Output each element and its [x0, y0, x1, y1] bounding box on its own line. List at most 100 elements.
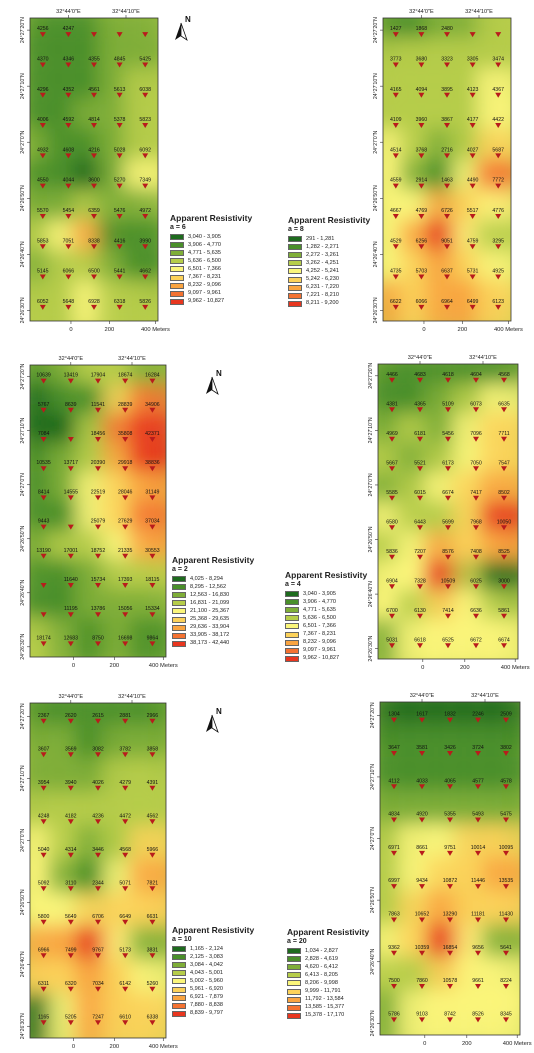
station-value: 5493	[472, 812, 484, 818]
station-value: 6726	[441, 208, 453, 214]
legend-a20: Apparent Resistivity a = 20 1,034 - 2,827 2…	[287, 927, 369, 1020]
station-value: 8502	[498, 490, 510, 496]
station-value: 37034	[145, 519, 160, 525]
station-marker-icon	[389, 613, 395, 619]
station-value: 4177	[467, 117, 479, 123]
legend-range-label: 5,636 - 6,500	[303, 614, 336, 621]
station-value: 9751	[444, 845, 456, 851]
station-marker-icon	[40, 819, 47, 825]
station-value: 5441	[114, 269, 126, 275]
legend-a6: Apparent Resistivity a = 6 3,040 - 3,905 3,…	[170, 213, 252, 306]
station-marker-icon	[40, 612, 47, 618]
legend-range-label: 1,034 - 2,827	[305, 947, 338, 954]
station-marker-icon	[65, 32, 72, 38]
station-value: 4578	[500, 778, 512, 784]
station-marker-icon	[447, 950, 453, 956]
station-marker-icon	[417, 377, 423, 383]
top-coordinate-label: 32°44'0"E	[59, 356, 84, 362]
legend-row: 4,620 - 6,412	[287, 963, 369, 971]
station-value: 7547	[498, 460, 510, 466]
station-marker-icon	[389, 584, 395, 590]
station-marker-icon	[444, 274, 450, 280]
station-value: 13535	[499, 878, 514, 884]
station-value: 21335	[118, 548, 133, 554]
station-marker-icon	[473, 407, 479, 413]
station-marker-icon	[67, 553, 74, 559]
station-marker-icon	[495, 92, 502, 98]
legend-row: 5,961 - 6,920	[172, 985, 254, 993]
station-marker-icon	[122, 886, 129, 892]
legend-range-label: 4,620 - 6,412	[305, 963, 338, 970]
legend-title: Apparent Resistivity	[285, 570, 368, 580]
station-value: 5703	[416, 269, 428, 275]
station-marker-icon	[116, 123, 123, 129]
station-value: 1868	[416, 26, 428, 32]
station-marker-icon	[95, 612, 101, 618]
legend-title: Apparent Resistivity	[172, 925, 255, 935]
station-marker-icon	[501, 554, 507, 560]
north-arrow-left	[206, 715, 212, 732]
station-value: 6181	[414, 431, 426, 437]
station-marker-icon	[501, 466, 507, 472]
legend-swatch	[172, 600, 186, 607]
left-coordinate-label: 24°26'30"N	[20, 634, 26, 660]
station-marker-icon	[149, 612, 156, 618]
station-value: 6525	[442, 637, 454, 643]
legend-a2: Apparent Resistivity a = 2 4,025 - 8,294 8,…	[172, 555, 254, 648]
left-coordinate-label: 24°26'50"N	[20, 185, 26, 211]
station-marker-icon	[418, 62, 425, 68]
legend-row: 4,771 - 5,635	[285, 606, 367, 614]
station-value: 10535	[36, 460, 51, 466]
station-value: 4416	[114, 238, 126, 244]
station-value: 2344	[92, 880, 104, 886]
station-marker-icon	[503, 917, 509, 923]
station-value: 4920	[416, 812, 428, 818]
scale-label: 400 Meters	[494, 327, 523, 333]
station-value: 4094	[416, 87, 428, 93]
station-marker-icon	[142, 183, 149, 189]
station-marker-icon	[495, 274, 502, 280]
station-value: 30553	[145, 548, 160, 554]
legend-range-label: 9,962 - 10,827	[188, 298, 225, 305]
legend-electrode-spacing: a = 8	[288, 226, 304, 233]
contour-map-a8: 1427 1868 2480 3773 3680 3323 3305 3474 4165 4094…	[373, 9, 523, 333]
station-value: 5687	[492, 147, 504, 153]
station-marker-icon	[122, 553, 129, 559]
legend-swatch	[288, 244, 302, 251]
left-coordinate-label: 24°27'0"N	[373, 130, 379, 153]
station-marker-icon	[65, 62, 72, 68]
station-marker-icon	[142, 304, 149, 310]
legend-range-label: 5,636 - 6,500	[188, 257, 221, 264]
station-marker-icon	[417, 525, 423, 531]
station-value: 5517	[467, 208, 479, 214]
station-value: 6092	[139, 147, 151, 153]
station-marker-icon	[40, 986, 47, 992]
left-coordinate-label: 24°26'30"N	[370, 1010, 376, 1036]
legend-swatch	[285, 591, 299, 598]
legend-swatch	[285, 607, 299, 614]
left-coordinate-label: 24°27'20"N	[20, 17, 26, 43]
station-value: 9767	[92, 947, 104, 953]
station-value: 5071	[119, 880, 131, 886]
station-value: 4514	[390, 147, 402, 153]
contour-map-a20: 1304 1617 1832 2246 2509 3647 3581 3426 3724 3802…	[370, 693, 532, 1047]
station-value: 6123	[492, 299, 504, 305]
station-value: 5853	[37, 238, 49, 244]
legend-row: 7,367 - 8,231	[285, 630, 367, 638]
station-marker-icon	[469, 304, 476, 310]
station-value: 8414	[38, 489, 50, 495]
station-marker-icon	[447, 784, 453, 790]
legend-swatch	[287, 956, 301, 963]
station-value: 4026	[92, 780, 104, 786]
legend-title: Apparent Resistivity	[170, 213, 253, 223]
station-marker-icon	[142, 123, 149, 129]
station-value: 15734	[91, 577, 106, 583]
scale-label: 400 Meters	[503, 1041, 532, 1047]
station-marker-icon	[495, 32, 502, 38]
station-value: 8338	[88, 238, 100, 244]
legend-swatch	[285, 647, 299, 654]
scale-label: 0	[72, 663, 75, 669]
left-coordinate-label: 24°27'0"N	[20, 473, 26, 496]
legend-range-label: 6,231 - 7,220	[306, 284, 339, 291]
station-marker-icon	[445, 466, 451, 472]
